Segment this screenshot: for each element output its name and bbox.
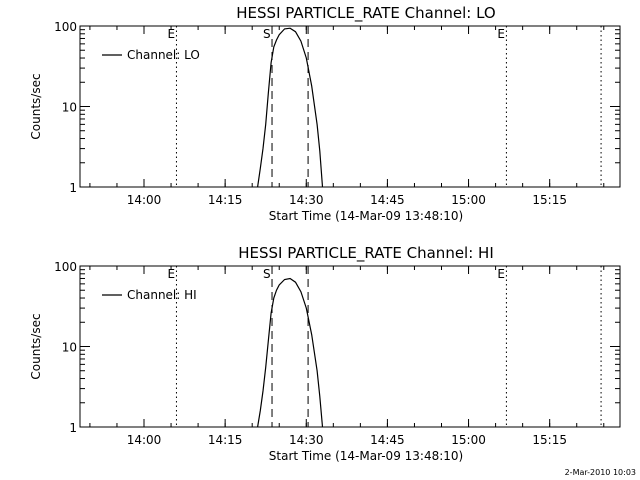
x-tick-label-2-6: 15:15	[532, 433, 567, 447]
chart-title-1: HESSI PARTICLE_RATE Channel: LO	[236, 4, 495, 23]
x-tick-label-2-1: 14:00	[127, 433, 162, 447]
marker-label-2-4: E	[497, 267, 505, 281]
x-tick-label-1-3: 14:30	[289, 193, 324, 207]
y-tick-label-2-2: 10	[62, 341, 77, 355]
y-tick-label-1-3: 100	[54, 20, 77, 34]
x-tick-label-2-4: 14:45	[370, 433, 405, 447]
y-axis-label-1: Counts/sec	[29, 73, 43, 139]
x-tick-label-1-6: 15:15	[532, 193, 567, 207]
x-tick-label-1-5: 15:00	[451, 193, 486, 207]
marker-label-2-1: E	[167, 267, 175, 281]
marker-label-2-2: S	[263, 267, 271, 281]
y-tick-label-2-1: 1	[69, 421, 77, 435]
x-axis-label-1: Start Time (14-Mar-09 13:48:10)	[269, 209, 463, 223]
marker-label-1-2: S	[263, 27, 271, 41]
y-axis-label-2: Counts/sec	[29, 313, 43, 379]
timestamp: 2-Mar-2010 10:03	[565, 468, 636, 477]
chart-title-2: HESSI PARTICLE_RATE Channel: HI	[238, 244, 494, 263]
x-axis-label-2: Start Time (14-Mar-09 13:48:10)	[269, 449, 463, 463]
y-tick-label-1-2: 10	[62, 101, 77, 115]
x-tick-label-1-1: 14:00	[127, 193, 162, 207]
y-tick-label-1-1: 1	[69, 181, 77, 195]
series-line-1-1	[257, 27, 324, 188]
series-line-2-1	[257, 277, 324, 428]
x-tick-label-2-3: 14:30	[289, 433, 324, 447]
legend-label-2: Channel: HI	[127, 288, 197, 302]
y-tick-label-2-3: 100	[54, 260, 77, 274]
x-tick-label-2-5: 15:00	[451, 433, 486, 447]
marker-label-1-4: E	[497, 27, 505, 41]
legend-label-1: Channel: LO	[127, 48, 200, 62]
x-tick-label-1-4: 14:45	[370, 193, 405, 207]
x-tick-label-1-2: 14:15	[208, 193, 243, 207]
x-tick-label-2-2: 14:15	[208, 433, 243, 447]
marker-label-1-1: E	[167, 27, 175, 41]
